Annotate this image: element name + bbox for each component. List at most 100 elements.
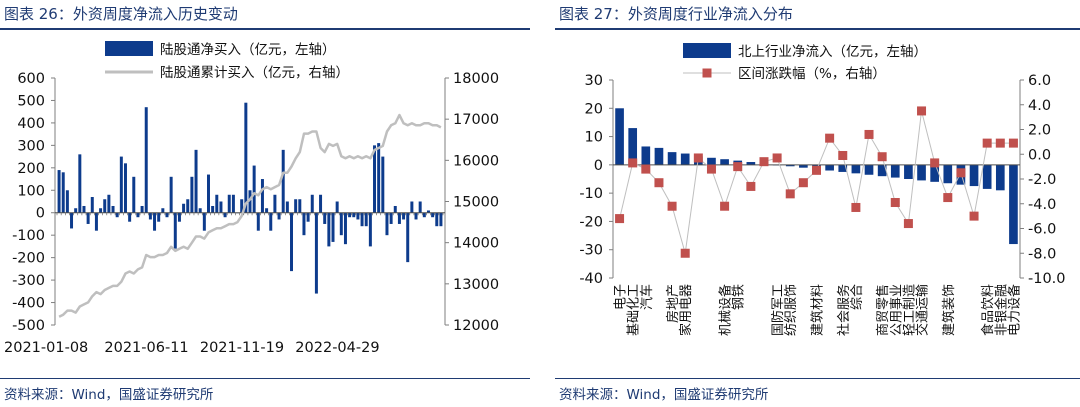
price-change-marker (733, 162, 743, 172)
right-y-tick-label: 17000 (453, 112, 499, 128)
net-buy-bar (381, 156, 385, 213)
legend-line-label: 陆股通累计买入（亿元，右轴） (160, 65, 349, 81)
net-buy-bar (186, 199, 190, 213)
right-y-tick-label: 16000 (453, 153, 499, 169)
left-y-tick-label: -10 (579, 186, 603, 202)
left-y-tick-label: -40 (579, 271, 603, 287)
right-y-tick-label: -10.0 (1028, 271, 1066, 287)
net-buy-bar (422, 212, 426, 218)
category-label: 商贸零售 (875, 284, 891, 336)
left-y-tick-label: 400 (17, 116, 45, 132)
net-buy-bar (194, 149, 198, 213)
net-buy-bar (352, 212, 356, 218)
category-label: 轻工制造 (902, 284, 917, 336)
x-tick-label: 2021-06-11 (104, 340, 188, 356)
right-y-tick-label: -8.0 (1028, 246, 1056, 262)
net-buy-bar (331, 212, 335, 242)
net-buy-bar (426, 210, 430, 213)
net-buy-bar (281, 149, 285, 213)
net-buy-bar (173, 212, 177, 249)
price-change-marker (812, 165, 821, 175)
price-change-marker (930, 158, 940, 168)
price-change-marker (654, 178, 664, 188)
net-buy-bar (290, 212, 293, 272)
cumulative-buy-line (58, 113, 442, 318)
net-buy-bar (219, 201, 223, 213)
net-buy-bar (74, 208, 78, 213)
net-buy-bar (128, 212, 132, 222)
price-change-marker (969, 211, 979, 221)
left-y-tick-label: 0 (594, 158, 603, 174)
price-change-marker (943, 193, 953, 203)
net-buy-bar (136, 212, 140, 218)
sector-flow-bar (969, 164, 979, 187)
price-change-marker (720, 201, 730, 211)
left-y-tick-label: -30 (579, 243, 603, 259)
net-buy-bar (252, 165, 256, 213)
left-title-rule (0, 28, 530, 30)
net-buy-bar (327, 212, 331, 247)
net-buy-bar (244, 102, 248, 213)
right-y-tick-label: 0.0 (1028, 147, 1051, 163)
price-change-marker (838, 150, 848, 160)
sector-flow-bar (825, 164, 834, 171)
net-buy-bar (364, 212, 368, 227)
category-label: 钢铁 (732, 284, 747, 310)
net-buy-bar (148, 212, 152, 220)
legend-bar-swatch (105, 41, 153, 56)
sector-flow-bar (641, 146, 651, 165)
price-change-marker (903, 219, 913, 229)
sector-flow-bar (707, 157, 716, 165)
legend-marker-label: 区间涨跌幅（%，右轴） (738, 66, 886, 82)
category-label: 机械设备 (718, 284, 734, 336)
sector-flow-bar (654, 147, 664, 165)
net-buy-bar (70, 212, 74, 229)
left-y-tick-label: 10 (585, 130, 603, 146)
sector-flow-bar (667, 152, 677, 165)
right-y-tick-label: 2.0 (1028, 123, 1051, 139)
net-buy-bar (302, 212, 306, 236)
sector-flow-bar (930, 164, 939, 182)
net-buy-bar (198, 208, 202, 213)
net-buy-bar (144, 107, 148, 213)
category-label: 房地产 (665, 284, 681, 323)
net-buy-bar (402, 212, 406, 220)
left-y-tick-label: 500 (17, 93, 45, 109)
net-buy-bar (140, 205, 144, 213)
net-buy-bar (323, 212, 327, 224)
sector-flow-bar (864, 164, 874, 175)
net-buy-bar (94, 212, 98, 231)
category-label: 公用事业 (889, 284, 904, 336)
right-y-tick-label: 13000 (453, 277, 499, 293)
sector-flow-bar (799, 164, 808, 168)
net-buy-bar (385, 212, 389, 236)
category-label: 非银金融 (993, 284, 1009, 336)
sector-flow-bar (904, 164, 913, 179)
price-change-marker (628, 158, 638, 168)
category-label: 汽车 (639, 284, 655, 310)
sector-flow-bar (680, 153, 690, 165)
net-buy-bar (260, 179, 264, 213)
right-chart-source: 资料来源：Wind，国盛证券研究所 (559, 387, 769, 403)
left-y-tick-label: -200 (12, 251, 45, 267)
sector-flow-bar (851, 164, 861, 174)
category-label: 国防军工 (770, 284, 786, 336)
left-y-tick-label: 0 (36, 206, 45, 222)
net-buy-bar (177, 212, 181, 222)
price-change-marker (746, 181, 756, 191)
price-change-marker (1008, 138, 1018, 148)
x-tick-label: 2022-04-29 (295, 340, 379, 356)
net-buy-bar (57, 170, 61, 213)
left-chart-svg: 600 500 400 300 200 100 0 -100 -200 -300 -400 -500 1… (4, 41, 499, 356)
net-buy-bar (348, 212, 352, 218)
price-change-marker (890, 198, 900, 208)
price-change-marker (693, 153, 703, 163)
net-buy-bar (285, 201, 289, 213)
net-buy-bar (132, 176, 136, 213)
sector-flow-bar (1009, 164, 1018, 245)
net-buy-bar (231, 194, 235, 213)
net-buy-bar (389, 212, 393, 224)
net-buy-bar (202, 212, 206, 231)
net-buy-bar (165, 212, 169, 218)
category-label: 建筑材料 (810, 284, 826, 336)
